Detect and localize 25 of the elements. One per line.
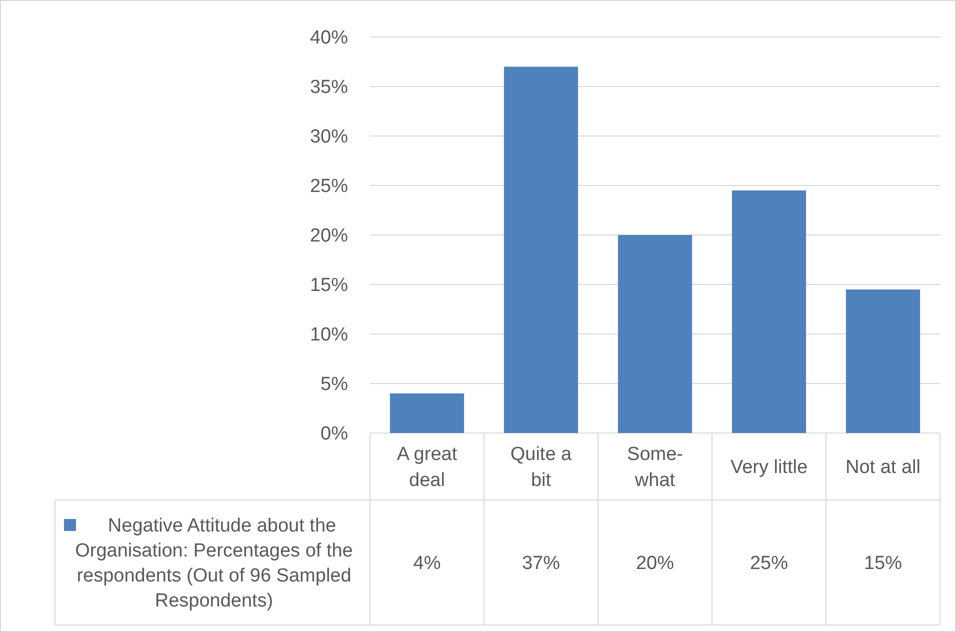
bar xyxy=(732,190,806,433)
x-tick-label: Some-what xyxy=(627,444,683,492)
y-tick-label: 0% xyxy=(320,424,348,445)
y-tick-label: 40% xyxy=(310,28,348,49)
data-label: 20% xyxy=(636,553,674,574)
y-tick-label: 10% xyxy=(310,324,348,346)
x-tick-label: Not at all xyxy=(846,457,920,478)
data-label: 25% xyxy=(750,553,788,574)
x-tick-label: Quite a bit xyxy=(510,444,572,492)
y-tick-label: 30% xyxy=(310,126,348,148)
y-tick-label: 35% xyxy=(310,77,348,98)
bar xyxy=(390,393,464,433)
data-label: 4% xyxy=(413,553,441,574)
bar xyxy=(846,289,920,433)
x-tick-label: A great deal xyxy=(396,444,458,492)
y-tick-label: 15% xyxy=(310,275,348,296)
data-label: 15% xyxy=(864,553,902,574)
y-tick-label: 20% xyxy=(310,226,348,247)
bar xyxy=(504,66,578,433)
x-tick-label: Very little xyxy=(730,457,808,478)
legend-label: Negative Attitude about the Organisation: Percentages of the respondents (Out of 96 Sampled Respondents) xyxy=(75,516,353,612)
y-tick-label: 25% xyxy=(310,176,348,198)
data-label: 37% xyxy=(522,553,560,574)
bar xyxy=(618,235,692,433)
y-tick-label: 5% xyxy=(320,374,348,396)
